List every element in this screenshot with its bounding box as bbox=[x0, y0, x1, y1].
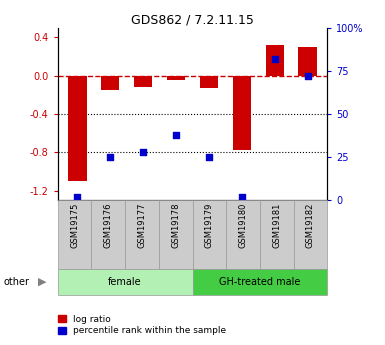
Legend: log ratio, percentile rank within the sample: log ratio, percentile rank within the sa… bbox=[59, 315, 226, 335]
Text: GSM19175: GSM19175 bbox=[70, 202, 79, 248]
Bar bbox=[200, 76, 218, 88]
Point bbox=[140, 149, 146, 155]
Title: GDS862 / 7.2.11.15: GDS862 / 7.2.11.15 bbox=[131, 13, 254, 27]
Bar bbox=[298, 47, 316, 76]
Text: other: other bbox=[4, 277, 30, 287]
Bar bbox=[134, 76, 152, 87]
Text: GSM19182: GSM19182 bbox=[306, 202, 315, 248]
Point bbox=[305, 73, 311, 79]
Text: GSM19181: GSM19181 bbox=[272, 202, 281, 248]
Bar bbox=[233, 76, 251, 150]
Point bbox=[173, 132, 179, 137]
Text: female: female bbox=[108, 277, 142, 287]
Point bbox=[239, 194, 245, 199]
Point bbox=[206, 154, 212, 160]
Text: GSM19176: GSM19176 bbox=[104, 202, 113, 248]
Text: GSM19178: GSM19178 bbox=[171, 202, 180, 248]
Bar bbox=[69, 76, 87, 181]
Point bbox=[74, 194, 80, 199]
Text: GH-treated male: GH-treated male bbox=[219, 277, 301, 287]
Text: ▶: ▶ bbox=[38, 277, 47, 287]
Bar bbox=[167, 76, 185, 80]
Bar bbox=[266, 45, 284, 76]
Point bbox=[107, 154, 114, 160]
Text: GSM19179: GSM19179 bbox=[205, 202, 214, 248]
Text: GSM19177: GSM19177 bbox=[137, 202, 146, 248]
Text: GSM19180: GSM19180 bbox=[239, 202, 248, 248]
Point bbox=[271, 56, 278, 61]
Bar bbox=[101, 76, 119, 90]
